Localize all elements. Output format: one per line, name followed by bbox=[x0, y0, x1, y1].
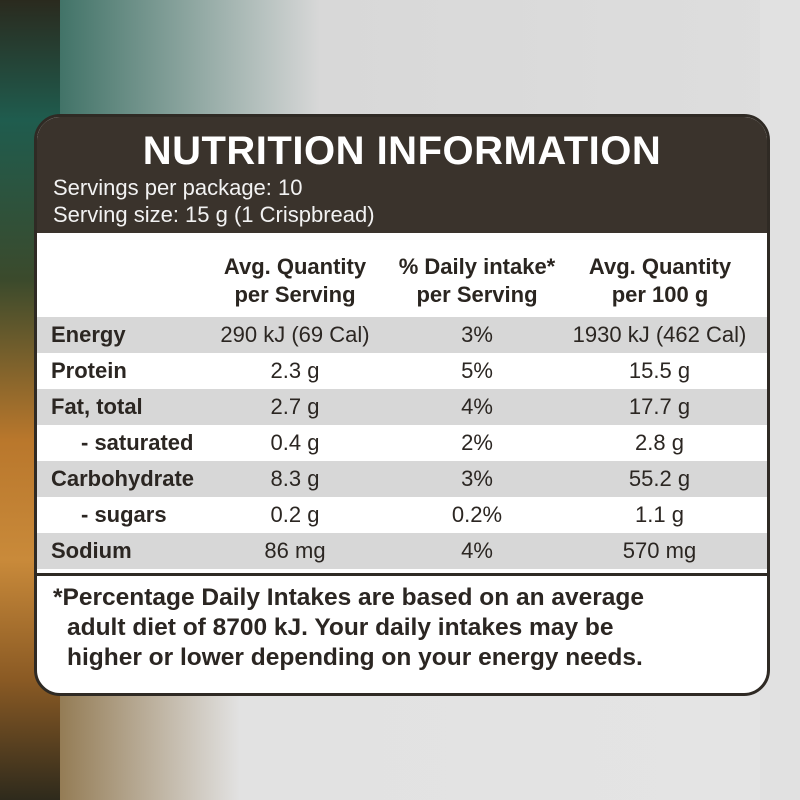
per-serving-value: 0.4 g bbox=[270, 430, 320, 455]
per-100g-value: 570 mg bbox=[622, 538, 697, 563]
serving-size: Serving size: 15 g (1 Crispbread) bbox=[53, 202, 375, 227]
daily-intake-value: 3% bbox=[461, 322, 493, 347]
nutrient-name: - saturated bbox=[81, 430, 194, 455]
daily-intake-value: 3% bbox=[461, 466, 493, 491]
per-100g-value: 1.1 g bbox=[635, 502, 684, 527]
packaging-bottom bbox=[0, 680, 800, 800]
footnote-line: *Percentage Daily Intakes are based on a… bbox=[53, 584, 645, 611]
per-100g-value: 15.5 g bbox=[628, 358, 691, 383]
nutrient-name: Sodium bbox=[51, 538, 132, 563]
column-header-avg-quantity-serving: Avg. Quantity per Serving bbox=[207, 253, 383, 309]
per-serving-value: 2.3 g bbox=[270, 358, 320, 383]
table-row: Carbohydrate 8.3 g 3% 55.2 g bbox=[37, 461, 767, 497]
footnote-line: adult diet of 8700 kJ. Your daily intake… bbox=[67, 614, 614, 641]
table-row: - sugars 0.2 g 0.2% 1.1 g bbox=[37, 497, 767, 533]
per-100g-value: 2.8 g bbox=[635, 430, 684, 455]
per-serving-value: 0.2 g bbox=[270, 502, 320, 527]
per-serving-value: 290 kJ (69 Cal) bbox=[220, 322, 370, 347]
per-serving-value: 8.3 g bbox=[270, 466, 320, 491]
per-100g-value: 17.7 g bbox=[628, 394, 691, 419]
nutrient-name: Carbohydrate bbox=[51, 466, 195, 491]
footnote-divider bbox=[37, 573, 767, 576]
nutrient-name: Energy bbox=[51, 322, 126, 347]
daily-intake-value: 4% bbox=[461, 538, 493, 563]
packaging-top bbox=[0, 0, 800, 120]
table-row: Fat, total 2.7 g 4% 17.7 g bbox=[37, 389, 767, 425]
column-header-avg-quantity-100g: Avg. Quantity per 100 g bbox=[565, 253, 755, 309]
per-100g-value: 55.2 g bbox=[628, 466, 691, 491]
daily-intake-value: 5% bbox=[461, 358, 493, 383]
panel-title: NUTRITION INFORMATION bbox=[142, 129, 662, 173]
nutrient-name: - sugars bbox=[81, 502, 167, 527]
table-row: - saturated 0.4 g 2% 2.8 g bbox=[37, 425, 767, 461]
column-header-line: Avg. Quantity bbox=[588, 254, 732, 279]
panel-header: NUTRITION INFORMATION Servings per packa… bbox=[37, 117, 767, 233]
table-row: Protein 2.3 g 5% 15.5 g bbox=[37, 353, 767, 389]
per-100g-value: 1930 kJ (462 Cal) bbox=[572, 322, 747, 347]
per-serving-value: 86 mg bbox=[264, 538, 326, 563]
column-header-line: per Serving bbox=[234, 282, 356, 307]
table-row: Sodium 86 mg 4% 570 mg bbox=[37, 533, 767, 569]
nutrition-table: Energy 290 kJ (69 Cal) 3% 1930 kJ (462 C… bbox=[37, 317, 767, 569]
servings-per-package: Servings per package: 10 bbox=[53, 175, 303, 200]
daily-intake-value: 0.2% bbox=[451, 502, 503, 527]
column-header-line: per Serving bbox=[416, 282, 538, 307]
nutrition-panel: NUTRITION INFORMATION Servings per packa… bbox=[34, 114, 770, 696]
footnote: *Percentage Daily Intakes are based on a… bbox=[53, 583, 757, 673]
daily-intake-value: 2% bbox=[461, 430, 493, 455]
footnote-line: higher or lower depending on your energy… bbox=[67, 644, 643, 671]
nutrient-name: Fat, total bbox=[51, 394, 143, 419]
column-header-line: per 100 g bbox=[611, 282, 709, 307]
daily-intake-value: 4% bbox=[461, 394, 493, 419]
per-serving-value: 2.7 g bbox=[270, 394, 320, 419]
column-header-line: Avg. Quantity bbox=[223, 254, 367, 279]
table-row: Energy 290 kJ (69 Cal) 3% 1930 kJ (462 C… bbox=[37, 317, 767, 353]
column-header-daily-intake: % Daily intake* per Serving bbox=[387, 253, 567, 309]
column-header-line: % Daily intake* bbox=[398, 254, 556, 279]
nutrient-name: Protein bbox=[51, 358, 127, 383]
